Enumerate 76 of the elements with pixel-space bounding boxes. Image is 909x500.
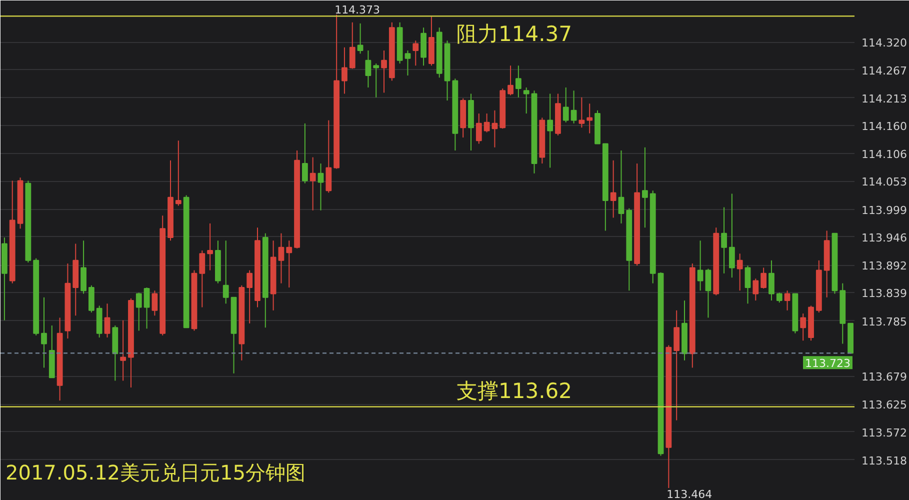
y-tick-label: 113.785 [862, 315, 907, 328]
candlestick [120, 320, 126, 382]
candlestick [365, 50, 372, 88]
candlestick [310, 156, 316, 211]
y-tick-label: 113.999 [862, 204, 907, 217]
candlestick [136, 292, 142, 332]
candlestick [318, 163, 324, 211]
candlestick [760, 267, 767, 290]
candlestick [88, 284, 94, 313]
candlestick [492, 110, 498, 148]
candlestick [404, 50, 411, 76]
candlestick [80, 240, 86, 294]
y-tick-label: 113.892 [862, 260, 907, 273]
candlestick [175, 140, 182, 206]
candlestick [744, 265, 751, 304]
candlestick [246, 270, 253, 324]
y-tick-label: 113.679 [862, 370, 907, 384]
candlestick [476, 113, 482, 144]
candlestick [736, 253, 743, 292]
y-tick-label: 114.213 [862, 92, 907, 106]
candlestick [523, 86, 530, 114]
y-tick-label: 113.946 [862, 231, 907, 244]
candlestick [562, 86, 569, 123]
y-tick-label: 114.267 [862, 64, 907, 78]
candlestick [222, 240, 229, 304]
candlestick [286, 240, 292, 288]
candlestick [586, 103, 593, 134]
candlestick [800, 313, 806, 342]
candlestick [207, 222, 213, 271]
candlestick [420, 27, 426, 66]
candlestick [41, 296, 47, 368]
candlestick [752, 278, 759, 301]
candlestick [412, 40, 419, 66]
y-tick-label: 113.839 [862, 287, 907, 300]
candlestick [618, 150, 624, 224]
ref-line-label: 支撑113.62 [456, 378, 572, 403]
candlestick [104, 303, 110, 338]
candlestick [768, 260, 774, 301]
ref-line-label: 113.723 [805, 357, 851, 370]
candlestick [199, 250, 206, 308]
candlestick [570, 90, 577, 124]
candlestick [484, 113, 490, 133]
candlestick [144, 286, 150, 330]
y-tick-label: 114.160 [862, 120, 907, 133]
y-tick-label: 113.625 [862, 398, 907, 412]
y-tick-label: 113.518 [862, 454, 907, 468]
candlestick [381, 50, 387, 94]
candlestick [373, 63, 380, 98]
candlestick [697, 240, 704, 292]
ref-line-label: 阻力114.37 [456, 22, 572, 46]
text: 2017.05.12美元兑日元15分钟图 [6, 460, 306, 484]
candlestick [349, 22, 356, 70]
candlestick [642, 146, 648, 228]
y-tick-label: 114.106 [862, 148, 907, 162]
y-tick-label: 114.053 [862, 176, 907, 189]
candlestick [610, 160, 616, 218]
candlestick [578, 96, 585, 128]
candlestick [326, 120, 332, 194]
candlestick [278, 232, 284, 284]
annotation: 114.373 [334, 4, 380, 17]
candlestick [784, 290, 790, 311]
y-tick-label: 114.320 [862, 36, 907, 50]
candlestick [515, 65, 522, 98]
candlestick [674, 310, 680, 421]
y-tick-label: 113.572 [862, 426, 907, 440]
candlestick [776, 292, 782, 304]
candlestick [302, 122, 308, 184]
candlestick [547, 93, 554, 168]
candlestick [508, 65, 514, 96]
candlestick [357, 22, 364, 54]
candlestick [728, 193, 735, 278]
candlestick [342, 46, 348, 94]
candlestick [152, 290, 158, 316]
annotation: 113.464 [666, 488, 712, 500]
candlestick [721, 206, 727, 274]
candlestick [705, 268, 712, 318]
